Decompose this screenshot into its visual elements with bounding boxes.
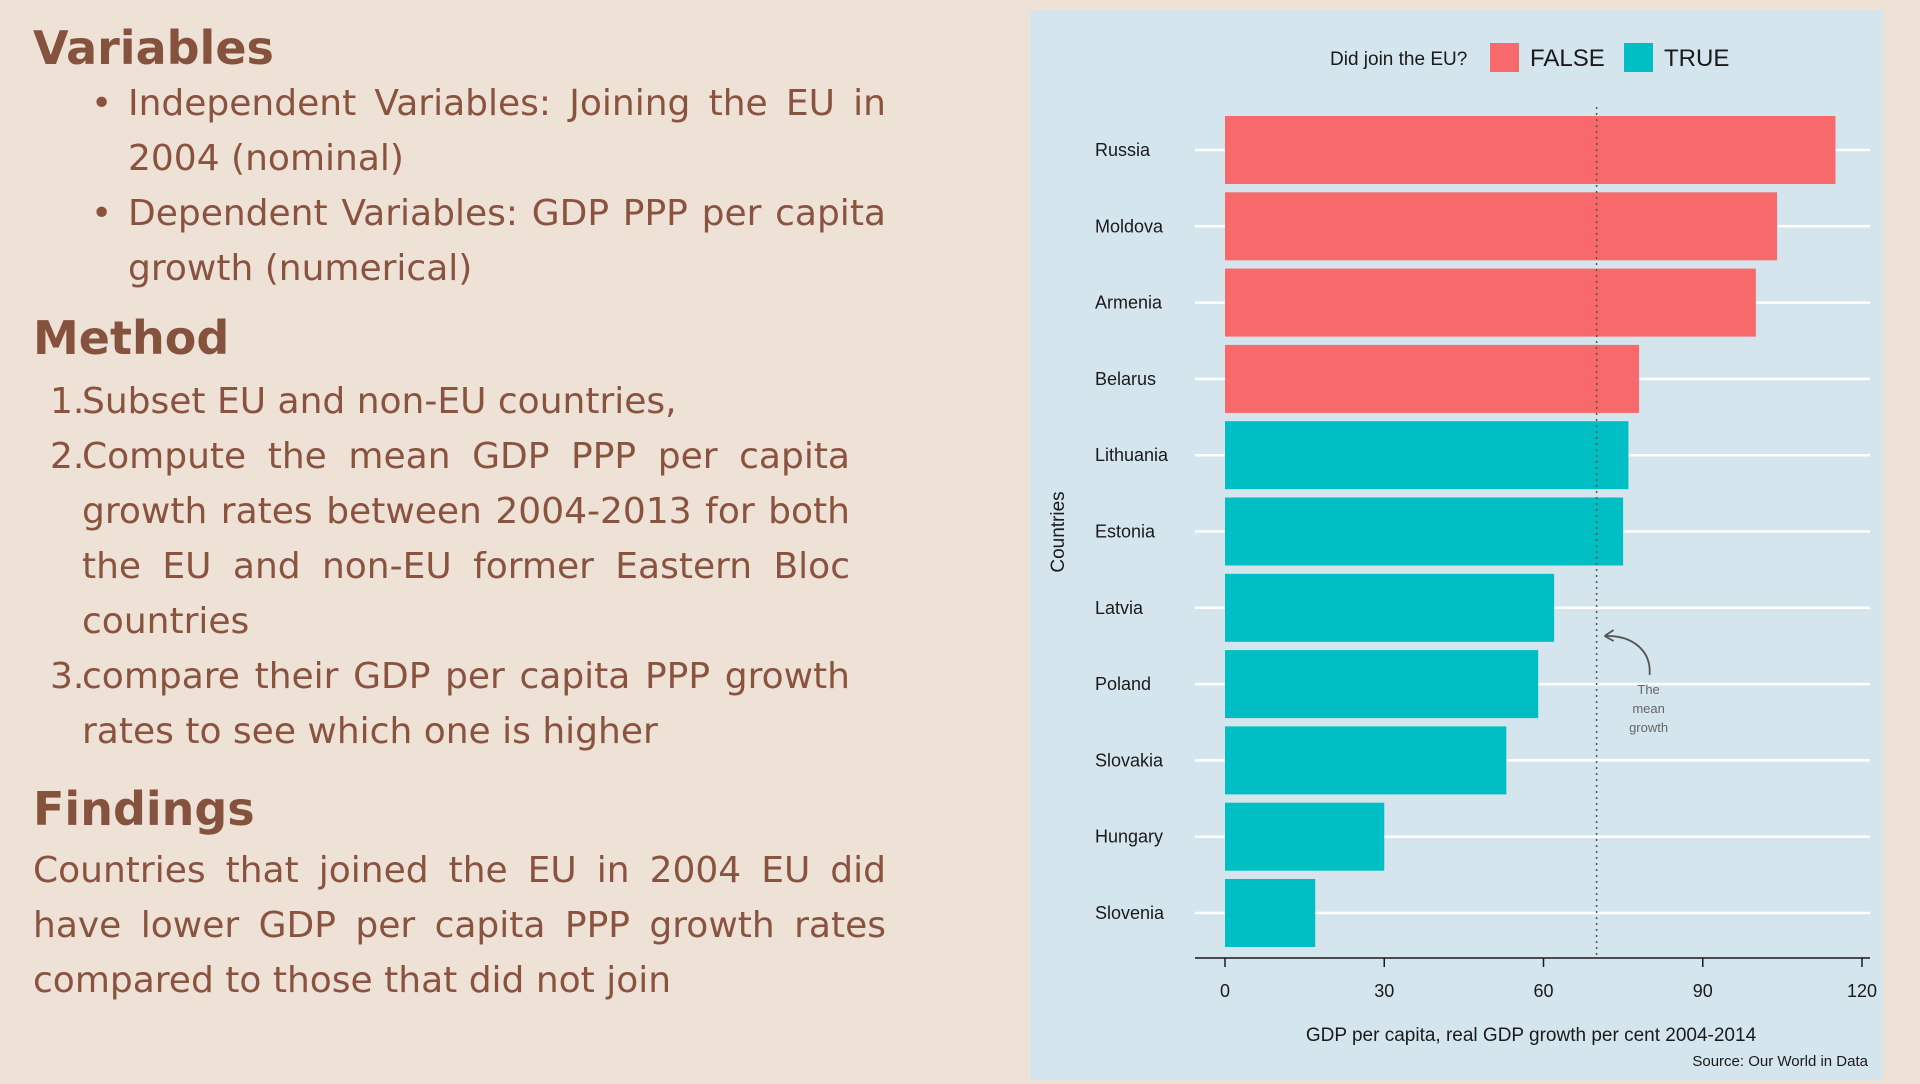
variables-heading: Variables (33, 21, 274, 75)
annotation-text: The (1637, 682, 1659, 697)
x-tick-label: 90 (1693, 981, 1713, 1001)
category-label: Latvia (1095, 598, 1144, 618)
bar (1225, 344, 1640, 413)
legend-swatch (1624, 43, 1653, 72)
bar (1225, 192, 1778, 261)
method-item-text: Compute the mean GDP PPP per capita grow… (82, 436, 850, 642)
annotation-text: growth (1629, 720, 1668, 735)
bar (1225, 421, 1629, 490)
findings-heading: Findings (33, 782, 255, 836)
method-item-text: compare their GDP per capita PPP growth … (82, 656, 850, 752)
category-label: Hungary (1095, 827, 1163, 847)
category-label: Belarus (1095, 369, 1156, 389)
category-label: Armenia (1095, 293, 1163, 313)
legend-swatch (1490, 43, 1519, 72)
variables-item: Independent Variables: Joining the EU in… (91, 76, 886, 186)
bar (1225, 650, 1539, 719)
x-tick-label: 30 (1374, 981, 1394, 1001)
bar (1225, 879, 1316, 947)
method-heading: Method (33, 311, 230, 365)
variables-item: Dependent Variables: GDP PPP per capita … (91, 186, 886, 296)
category-label: Lithuania (1095, 445, 1169, 465)
text-panel: Variables Independent Variables: Joining… (33, 20, 886, 1008)
variables-list: Independent Variables: Joining the EU in… (91, 76, 886, 296)
bar (1225, 268, 1756, 337)
annotation-text: mean (1632, 701, 1665, 716)
method-item-number: 3. (50, 656, 85, 697)
category-label: Moldova (1095, 216, 1164, 236)
method-item: 3. compare their GDP per capita PPP grow… (33, 649, 850, 759)
x-tick-label: 0 (1220, 981, 1230, 1001)
method-list: 1. Subset EU and non-EU countries, 2. Co… (33, 374, 850, 759)
findings-text: Countries that joined the EU in 2004 EU … (33, 850, 886, 1001)
legend-title: Did join the EU? (1330, 49, 1467, 70)
x-tick-label: 60 (1533, 981, 1553, 1001)
category-label: Poland (1095, 674, 1151, 694)
legend-label: FALSE (1530, 45, 1605, 72)
source-caption: Source: Our World in Data (1692, 1053, 1868, 1070)
method-item: 1. Subset EU and non-EU countries, (33, 374, 850, 429)
legend-label: TRUE (1664, 45, 1729, 72)
category-label: Slovakia (1095, 750, 1164, 770)
annotation-arrow (1604, 635, 1651, 676)
category-label: Russia (1095, 140, 1151, 160)
category-label: Slovenia (1095, 903, 1165, 923)
bar-chart: Russia Moldova Armenia Belarus Lithuania Esto… (1048, 43, 1877, 1070)
x-tick-label: 120 (1847, 981, 1877, 1001)
method-item-number: 1. (50, 381, 85, 422)
method-item-number: 2. (50, 436, 85, 477)
bar (1225, 497, 1624, 566)
chart-panel: Russia Moldova Armenia Belarus Lithuania Esto… (1030, 10, 1883, 1080)
bar (1225, 802, 1385, 871)
x-axis-title: GDP per capita, real GDP growth per cent… (1306, 1025, 1757, 1046)
category-label: Estonia (1095, 522, 1156, 542)
annotation-arrowhead (1604, 629, 1615, 642)
y-axis-title: Countries (1048, 491, 1069, 572)
method-item-text: Subset EU and non-EU countries, (82, 381, 677, 422)
bar (1225, 726, 1507, 795)
method-item: 2. Compute the mean GDP PPP per capita g… (33, 429, 850, 649)
bar (1225, 116, 1836, 184)
bar (1225, 573, 1555, 642)
